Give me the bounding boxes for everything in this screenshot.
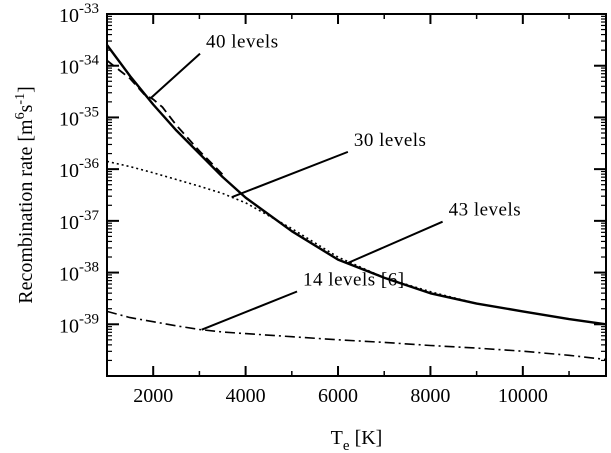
annotation-leader-3 <box>346 220 443 265</box>
series-line-3 <box>106 160 607 326</box>
y-tick-label-1: 10-39 <box>59 311 99 337</box>
series-line-1 <box>106 44 607 326</box>
annotation-label-2: 30 levels <box>354 130 427 151</box>
x-tick-label-4: 8000 <box>410 385 450 407</box>
y-tick-label-7: 10-33 <box>59 1 99 27</box>
y-tick-label-2: 10-38 <box>59 260 99 286</box>
x-axis-title: Te [K] <box>331 427 383 453</box>
plot-frame <box>106 13 607 377</box>
annotations-group: 40 levels 30 levels 43 levels 14 levels [6] <box>150 32 522 331</box>
annotation-leader-1 <box>150 52 201 99</box>
axes-group: 2000 4000 6000 8000 10000 10-39 10-38 10-37 10-3… <box>13 1 606 453</box>
y-tick-label-6: 10-34 <box>59 53 99 79</box>
y-tick-label-4: 10-36 <box>59 156 99 182</box>
annotation-label-1: 40 levels <box>206 32 279 53</box>
annotation-leader-4 <box>201 290 298 331</box>
series-line-2 <box>106 59 224 175</box>
annotation-label-3: 43 levels <box>449 200 522 221</box>
x-tick-label-1: 2000 <box>133 385 173 407</box>
annotation-label-4: 14 levels [6] <box>303 270 404 291</box>
annotation-leader-2 <box>231 150 349 199</box>
series-line-4 <box>106 310 607 361</box>
x-tick-label-2: 4000 <box>226 385 266 407</box>
y-axis-title: Recombination rate [m6s-1] <box>13 86 37 304</box>
x-tick-label-5: 10000 <box>498 385 548 407</box>
plot-area <box>106 13 607 377</box>
y-tick-label-3: 10-37 <box>59 208 99 234</box>
series-group <box>106 44 607 361</box>
y-tick-label-5: 10-35 <box>59 104 99 130</box>
x-tick-label-3: 6000 <box>318 385 358 407</box>
